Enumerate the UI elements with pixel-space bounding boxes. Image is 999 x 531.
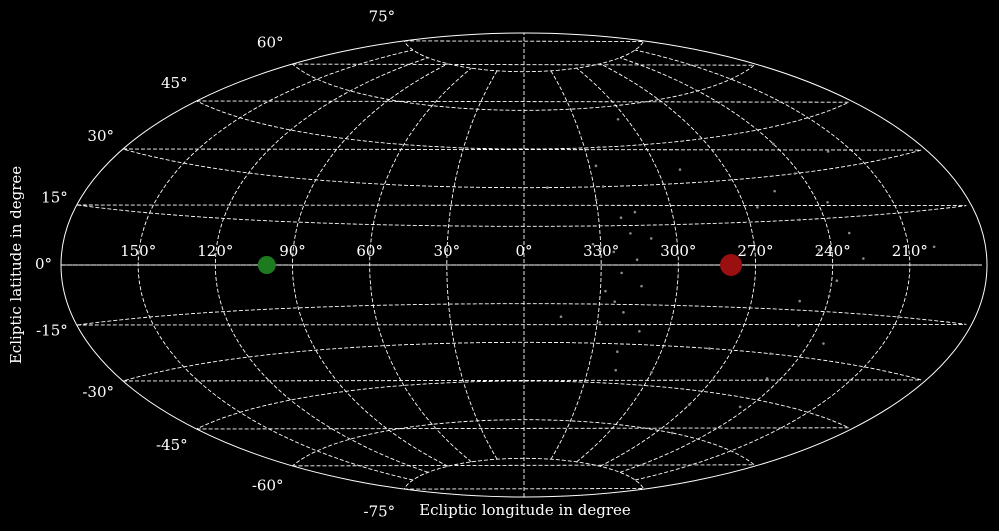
y-tick-label: 30° — [87, 127, 114, 145]
data-point — [613, 300, 617, 303]
data-point — [862, 257, 865, 260]
y-axis-label: Ecliptic latitude in degree — [7, 166, 25, 364]
y-tick-label: -75° — [364, 502, 396, 520]
data-point — [827, 294, 831, 298]
y-tick-label: 0° — [35, 255, 52, 273]
data-point — [635, 258, 639, 262]
x-tick-label: 150° — [120, 242, 156, 260]
y-tick-label: 15° — [41, 189, 68, 207]
data-point — [826, 200, 829, 204]
y-tick-label: 60° — [257, 33, 284, 51]
data-point — [897, 315, 900, 319]
data-point — [720, 254, 743, 276]
data-point — [559, 315, 563, 318]
data-point — [622, 311, 625, 314]
grid-line — [619, 57, 834, 473]
data-point — [769, 352, 772, 356]
y-tick-label: -15° — [36, 321, 68, 339]
grid-line — [369, 67, 472, 463]
grid-line — [634, 49, 911, 481]
data-point — [847, 231, 851, 235]
y-tick-label: 45° — [161, 74, 188, 92]
data-point — [594, 164, 598, 168]
y-tick-label: -60° — [252, 477, 284, 495]
y-tick-label: 75° — [369, 8, 396, 26]
x-tick-label: 210° — [892, 242, 928, 260]
x-tick-label: 30° — [434, 242, 461, 260]
data-point — [678, 168, 682, 171]
data-point — [756, 205, 759, 209]
data-point — [797, 324, 800, 327]
data-point — [640, 284, 643, 288]
data-point — [738, 405, 742, 409]
x-tick-label: 60° — [356, 242, 383, 260]
data-point — [616, 117, 620, 121]
data-point — [614, 368, 618, 372]
x-tick-label: 270° — [737, 242, 773, 260]
data-point — [687, 403, 691, 406]
data-point — [619, 216, 623, 220]
data-point — [817, 248, 821, 251]
x-tick-label: 330° — [583, 242, 619, 260]
data-point — [257, 256, 276, 274]
data-point — [546, 186, 549, 189]
data-point — [629, 232, 632, 235]
data-point — [822, 342, 825, 345]
data-point — [638, 329, 641, 333]
x-tick-label: 120° — [197, 242, 233, 260]
y-tick-label: -30° — [82, 383, 114, 401]
grid-line — [214, 57, 429, 473]
data-point — [597, 146, 600, 149]
x-tick-label: 300° — [660, 242, 696, 260]
data-point — [798, 218, 801, 222]
data-point — [591, 242, 595, 246]
grid-line — [292, 63, 449, 467]
x-axis-label: Ecliptic longitude in degree — [419, 501, 631, 519]
data-point — [793, 172, 797, 175]
data-point — [772, 142, 775, 146]
data-point — [826, 150, 830, 153]
x-tick-label: 90° — [279, 242, 306, 260]
data-point — [708, 347, 711, 350]
data-point — [620, 271, 623, 275]
data-point — [598, 321, 602, 324]
data-point — [612, 250, 616, 254]
grid-line — [576, 67, 679, 463]
x-tick-label: 0° — [515, 242, 532, 260]
y-tick-label: -45° — [156, 436, 188, 454]
data-point — [932, 245, 936, 249]
data-point — [604, 289, 607, 293]
data-point — [594, 198, 598, 202]
grid-line — [137, 49, 414, 481]
data-point — [649, 237, 653, 240]
data-point — [765, 377, 769, 380]
data-point — [633, 210, 637, 214]
data-point — [670, 431, 674, 435]
x-tick-label: 240° — [815, 242, 851, 260]
data-point — [650, 370, 653, 374]
data-point — [616, 350, 619, 354]
data-point — [601, 185, 605, 188]
data-point — [835, 279, 839, 282]
data-point — [773, 189, 776, 193]
data-point — [798, 299, 801, 303]
